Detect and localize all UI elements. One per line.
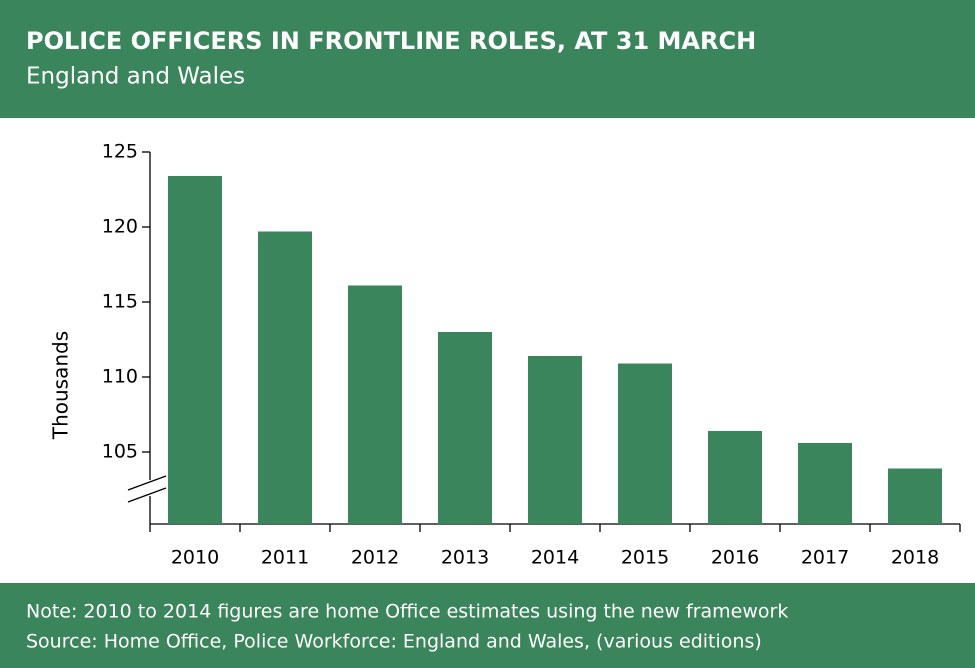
- x-tick-label: 2011: [261, 547, 309, 569]
- footer-band: [0, 583, 975, 668]
- chart-title: POLICE OFFICERS IN FRONTLINE ROLES, AT 3…: [26, 27, 756, 55]
- bar: [168, 176, 222, 524]
- y-tick-label: 125: [102, 141, 138, 163]
- x-tick-label: 2012: [351, 547, 399, 569]
- note: Note: 2010 to 2014 figures are home Offi…: [26, 601, 788, 623]
- y-tick-label: 120: [102, 216, 138, 238]
- axis-break: [127, 487, 167, 503]
- bar: [258, 231, 312, 524]
- x-tick-label: 2015: [621, 547, 669, 569]
- bar: [348, 285, 402, 524]
- bar: [438, 332, 492, 524]
- x-tick-label: 2013: [441, 547, 489, 569]
- x-tick-label: 2018: [891, 547, 939, 569]
- x-tick-label: 2014: [531, 547, 579, 569]
- x-tick-label: 2016: [711, 547, 759, 569]
- source: Source: Home Office, Police Workforce: E…: [26, 631, 762, 653]
- header-band: [0, 0, 975, 118]
- x-tick-label: 2017: [801, 547, 849, 569]
- chart-subtitle: England and Wales: [26, 64, 245, 90]
- axis-break: [127, 475, 167, 491]
- y-tick-label: 115: [102, 291, 138, 313]
- bar: [708, 431, 762, 524]
- y-axis-label: Thousands: [49, 331, 73, 440]
- x-tick-label: 2010: [171, 547, 219, 569]
- bar: [528, 356, 582, 524]
- bar: [888, 468, 942, 524]
- bar: [798, 443, 852, 524]
- y-tick-label: 110: [102, 366, 138, 388]
- bar: [618, 363, 672, 524]
- y-tick-label: 105: [102, 441, 138, 463]
